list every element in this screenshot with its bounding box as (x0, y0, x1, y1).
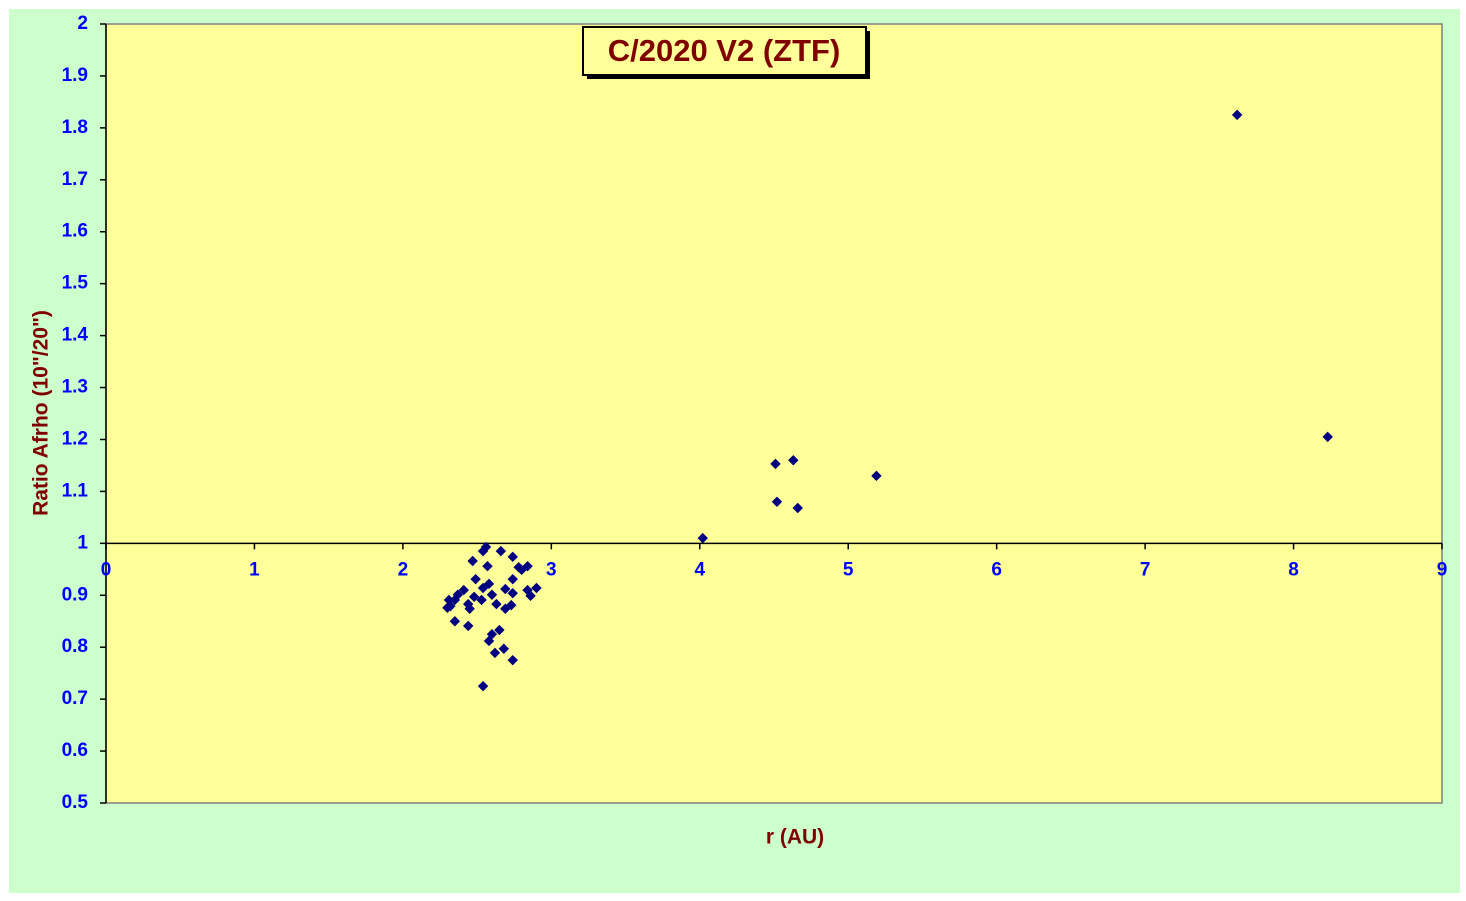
data-point (449, 594, 461, 606)
data-point (788, 455, 799, 466)
data-point (507, 573, 518, 585)
data-point (525, 590, 536, 601)
y-tick-label: 1.8 (62, 117, 88, 138)
data-point (477, 680, 489, 692)
y-tick-label: 1.3 (62, 377, 88, 398)
data-point (506, 599, 517, 611)
y-axis-title: Ratio Afrho (10"/20") (30, 310, 53, 516)
data-point (500, 583, 511, 595)
y-tick-label: 0.9 (62, 584, 88, 605)
y-tick-label: 0.8 (62, 636, 88, 657)
data-point (491, 598, 502, 610)
data-point (482, 560, 493, 572)
data-point (449, 616, 461, 627)
data-point (458, 584, 469, 596)
data-point (697, 532, 708, 544)
data-point (507, 654, 518, 666)
plot-content: 0.5 0.6 0.7 0.8 0.9 1 1.1 1.2 1.3 1.4 1.5 1.6 1.7 1.8… (62, 13, 1448, 813)
data-point (516, 564, 527, 576)
data-point (507, 551, 518, 563)
y-tick-label: 0.6 (62, 740, 88, 761)
y-tick-label: 1 (77, 532, 88, 553)
data-point (771, 496, 783, 507)
y-tick-label: 1.6 (62, 221, 88, 242)
y-tick-label: 1.7 (62, 169, 88, 190)
y-tick-label: 1.1 (62, 480, 89, 501)
plot-area (105, 23, 1443, 804)
x-tick-label: 1 (249, 559, 260, 580)
data-point (495, 545, 507, 557)
x-tick-label: 8 (1288, 559, 1299, 580)
x-axis-title: r (AU) (766, 826, 824, 849)
data-point (489, 647, 501, 659)
x-tick-label: 3 (546, 559, 557, 580)
y-tick-label: 2 (77, 13, 88, 34)
data-point (871, 470, 882, 482)
data-point (507, 587, 518, 599)
x-tick-label: 2 (398, 559, 409, 580)
y-tick-label: 1.5 (62, 273, 89, 294)
data-point (792, 502, 803, 514)
x-tick-label: 4 (694, 559, 705, 580)
data-point (477, 582, 489, 594)
y-tick-label: 0.5 (62, 792, 89, 813)
data-point (476, 594, 487, 606)
x-tick-label: 5 (843, 559, 854, 580)
data-point (498, 643, 510, 654)
title-box (582, 26, 867, 76)
x-tick-label: 7 (1140, 559, 1151, 580)
data-point (486, 589, 498, 600)
data-point (494, 624, 505, 636)
data-point (1231, 109, 1243, 121)
x-tick-label: 9 (1437, 559, 1448, 580)
data-point (442, 602, 453, 613)
chart-title: C/2020 V2 (ZTF) (608, 33, 841, 68)
x-tick-label: 0 (101, 559, 112, 580)
y-tick-label: 1.2 (62, 428, 88, 449)
data-point (531, 582, 542, 594)
y-tick-label: 0.7 (62, 688, 88, 709)
data-point (470, 573, 481, 585)
y-tick-label: 1.4 (62, 325, 89, 346)
data-point (468, 591, 480, 603)
data-point (464, 603, 475, 614)
y-tick-label: 1.9 (62, 65, 88, 86)
data-point (483, 635, 495, 647)
data-point (770, 458, 781, 470)
data-point (477, 545, 489, 557)
data-point (462, 620, 474, 632)
data-point (486, 629, 498, 640)
data-point (522, 560, 533, 572)
data-point (467, 555, 478, 567)
data-point (500, 603, 511, 614)
data-point (1322, 431, 1333, 443)
data-point (483, 578, 495, 590)
x-tick-label: 6 (991, 559, 1002, 580)
